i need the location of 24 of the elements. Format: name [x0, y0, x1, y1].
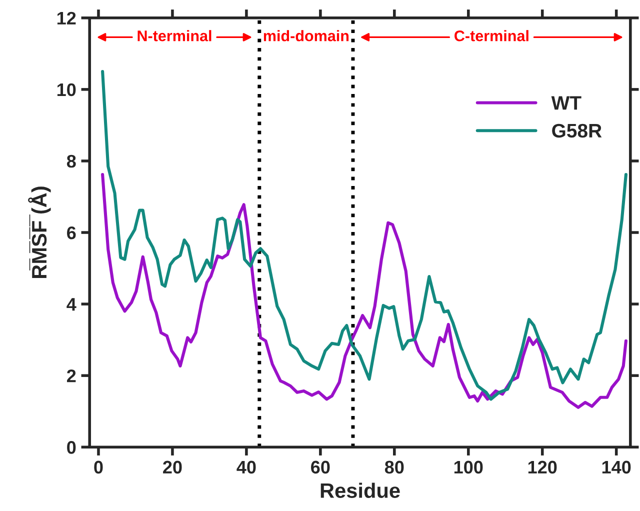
x-tick-label: 120	[528, 460, 557, 474]
y-tick-label: 0	[67, 441, 76, 454]
annotation: mid-domain	[264, 30, 349, 42]
x-tick-label: 20	[163, 460, 182, 474]
x-tick-label: 40	[236, 460, 256, 474]
legend-label: G58R	[552, 124, 602, 138]
y-axis-title: R̅M̅S̅F̅ (Å)	[28, 186, 51, 278]
x-tick-label: 100	[454, 460, 483, 474]
y-tick-label: 12	[57, 12, 76, 24]
annotation: N-terminal	[138, 30, 212, 42]
y-tick-label: 4	[66, 298, 76, 311]
annotation: C-terminal	[454, 30, 528, 42]
y-tick-label: 2	[66, 370, 76, 382]
legend-label: WT	[551, 96, 582, 110]
line-series	[101, 70, 628, 401]
x-tick-label: 60	[311, 460, 330, 474]
x-axis-title: Residue	[320, 482, 400, 498]
line-series	[101, 173, 628, 409]
x-tick-label: 0	[94, 460, 103, 474]
x-tick-label: 80	[384, 460, 404, 474]
x-tick-label: 140	[602, 460, 631, 474]
y-tick-label: 10	[57, 83, 76, 96]
y-tick-label: 6	[67, 226, 76, 240]
y-tick-label: 8	[66, 154, 76, 168]
